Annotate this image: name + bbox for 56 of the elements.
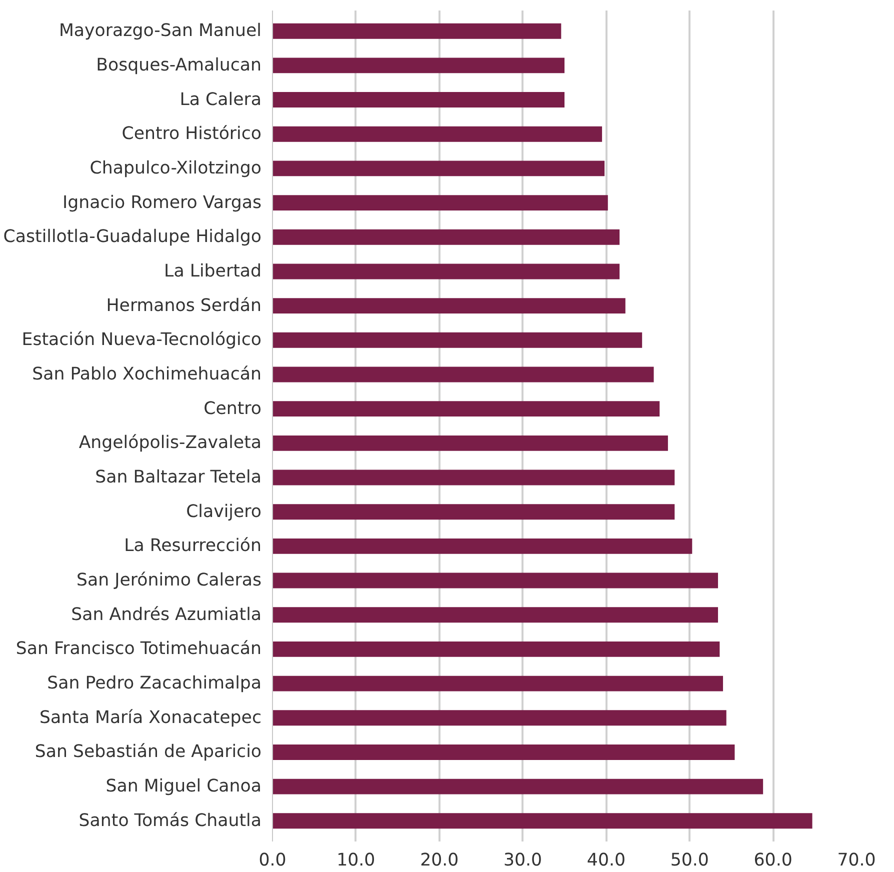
x-tick-label: 40.0 xyxy=(586,850,626,870)
bar xyxy=(272,195,608,211)
y-tick-label: Castillotla-Guadalupe Hidalgo xyxy=(3,227,262,248)
y-tick-label: San Jerónimo Caleras xyxy=(76,570,262,591)
y-tick-label: San Miguel Canoa xyxy=(106,776,262,797)
y-tick-label: La Calera xyxy=(180,90,262,110)
bar xyxy=(272,470,675,486)
x-tick-label: 70.0 xyxy=(837,850,876,870)
bar xyxy=(272,298,626,314)
bar xyxy=(272,710,726,726)
y-tick-label: Mayorazgo-San Manuel xyxy=(58,21,262,42)
bar xyxy=(272,641,720,657)
y-tick-label: Chapulco-Xilotzingo xyxy=(90,158,262,178)
y-tick-label: La Resurrección xyxy=(124,536,262,556)
y-tick-label: San Pedro Zacachimalpa xyxy=(47,674,262,694)
bar xyxy=(272,332,642,348)
bar xyxy=(272,366,654,382)
x-tick-label: 30.0 xyxy=(503,850,542,870)
y-tick-label: Centro xyxy=(204,398,262,419)
y-tick-label: La Libertad xyxy=(164,261,262,282)
bar xyxy=(272,572,718,588)
bar xyxy=(272,504,675,520)
bar xyxy=(272,435,668,451)
bar xyxy=(272,229,620,245)
y-tick-label: San Sebastián de Aparicio xyxy=(34,742,262,762)
y-tick-label: Hermanos Serdán xyxy=(106,296,262,316)
y-tick-label: San Pablo Xochimehuacán xyxy=(32,364,262,384)
y-tick-label: San Andrés Azumiatla xyxy=(71,604,262,625)
y-tick-label: Ignacio Romero Vargas xyxy=(62,192,262,213)
x-tick-label: 50.0 xyxy=(670,850,709,870)
y-tick-label: San Francisco Totimehuacán xyxy=(16,639,262,660)
bar xyxy=(272,92,564,108)
y-tick-label: Clavijero xyxy=(186,502,262,522)
bar xyxy=(272,538,692,554)
y-tick-label: Santo Tomás Chautla xyxy=(78,810,262,831)
bar xyxy=(272,126,602,142)
y-tick-label: Bosques-Amalucan xyxy=(96,55,262,76)
y-tick-label: Centro Histórico xyxy=(122,124,262,144)
bar xyxy=(272,23,562,39)
bar xyxy=(272,401,660,417)
bar xyxy=(272,744,735,760)
y-tick-label: Angelópolis-Zavaleta xyxy=(78,433,262,454)
bar xyxy=(272,607,718,623)
bar xyxy=(272,778,764,794)
x-tick-label: 0.0 xyxy=(258,850,286,870)
y-tick-label: Estación Nueva-Tecnológico xyxy=(22,330,262,350)
y-tick-label: San Baltazar Tetela xyxy=(95,468,262,488)
bar xyxy=(272,676,724,692)
bar xyxy=(272,160,605,176)
y-tick-label: Santa María Xonacatepec xyxy=(39,708,262,728)
bar xyxy=(272,264,620,280)
x-tick-label: 60.0 xyxy=(754,850,792,870)
x-tick-label: 20.0 xyxy=(420,850,459,870)
bar xyxy=(272,813,812,829)
bar xyxy=(272,58,564,74)
x-tick-label: 10.0 xyxy=(336,850,376,870)
